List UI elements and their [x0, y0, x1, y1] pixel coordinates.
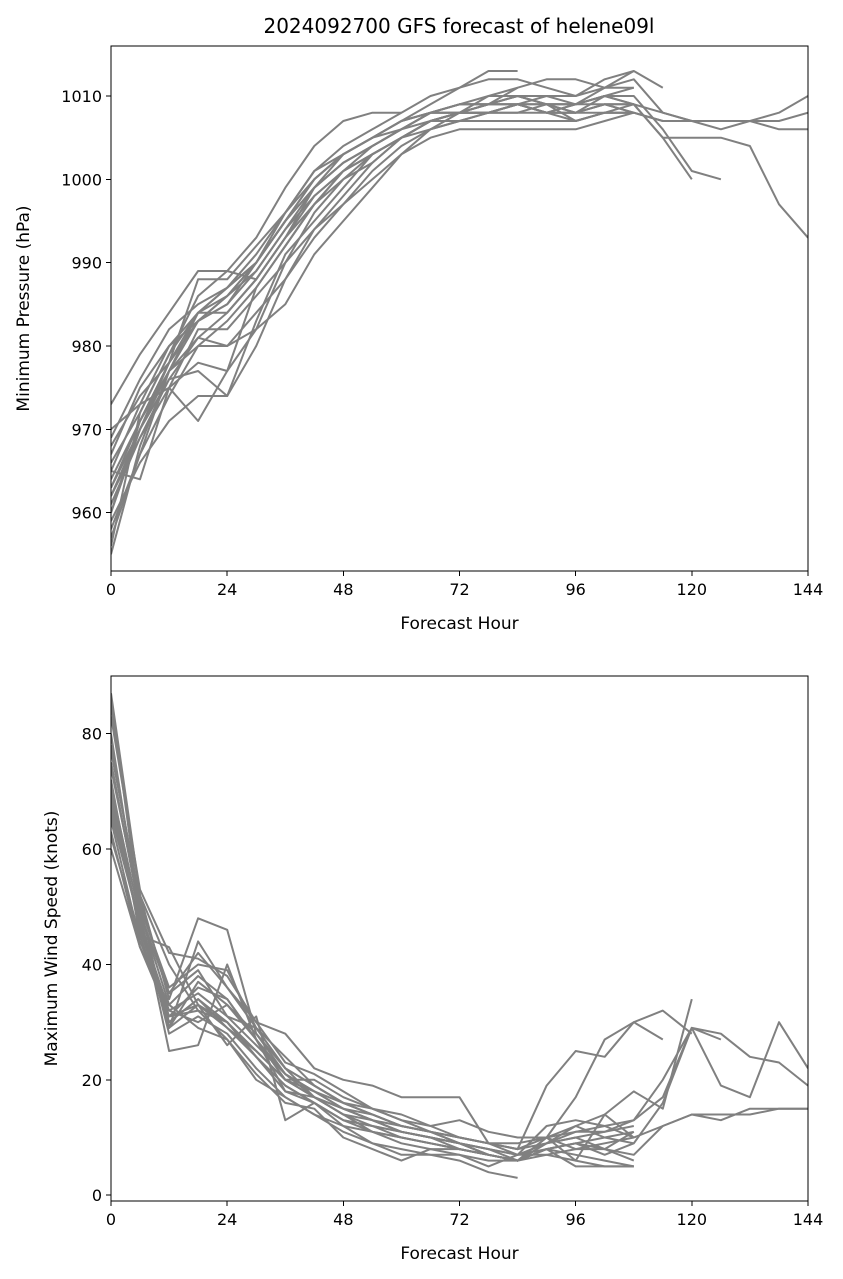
pressure-series-line-17 — [111, 86, 519, 539]
wind-x-tick-label: 72 — [449, 1210, 469, 1229]
wind-series-line-9 — [111, 814, 808, 1162]
pressure-series-line-19 — [111, 111, 634, 497]
wind-x-axis-label: Forecast Hour — [400, 1244, 518, 1264]
wind-x-tick-label: 48 — [333, 1210, 353, 1229]
pressure-x-tick-label: 48 — [333, 580, 353, 599]
wind-series-line-21 — [111, 750, 634, 1156]
pressure-y-tick-label: 970 — [71, 420, 102, 439]
pressure-series-line-20 — [111, 70, 635, 447]
pressure-x-tick-label: 24 — [217, 580, 237, 599]
pressure-y-axis-label: Minimum Pressure (hPa) — [14, 205, 34, 411]
wind-x-tick-label: 120 — [677, 1210, 708, 1229]
wind-y-tick-label: 60 — [82, 840, 102, 859]
pressure-x-tick-label: 0 — [106, 580, 116, 599]
wind-speed-chart: 0 24 48 72 96 120 144 0 20 40 60 80 Forecast Hour Max… — [42, 675, 824, 1264]
wind-x-tick-label: 24 — [217, 1210, 237, 1229]
pressure-y-tick-label: 990 — [71, 254, 102, 273]
wind-y-tick-label: 40 — [82, 955, 102, 974]
pressure-y-tick-label: 1000 — [61, 170, 102, 189]
wind-x-tick-label: 0 — [106, 1210, 116, 1229]
pressure-y-tick-label: 960 — [71, 504, 102, 523]
pressure-series-line-21 — [111, 95, 635, 514]
pressure-x-tick-label: 120 — [677, 580, 708, 599]
pressure-x-axis-label: Forecast Hour — [400, 614, 518, 634]
wind-y-axis-label: Maximum Wind Speed (knots) — [42, 811, 62, 1067]
wind-x-tick-label: 96 — [565, 1210, 585, 1229]
wind-series-line-19 — [111, 785, 634, 1168]
pressure-series-line-18 — [111, 111, 635, 555]
wind-y-tick-label: 0 — [92, 1186, 102, 1205]
chart-title: 2024092700 GFS forecast of helene09l — [263, 14, 654, 38]
wind-y-tick-label: 80 — [82, 725, 102, 744]
pressure-y-tick-label: 1010 — [61, 87, 102, 106]
wind-series-group — [111, 693, 808, 1179]
wind-series-line-18 — [111, 762, 634, 1168]
pressure-y-tick-label: 980 — [71, 337, 102, 356]
pressure-x-tick-label: 144 — [793, 580, 824, 599]
pressure-x-tick-label: 96 — [565, 580, 585, 599]
pressure-chart: 0 24 48 72 96 120 144 960 970 980 990 1000 1010 Forec… — [14, 45, 824, 634]
wind-y-tick-label: 20 — [82, 1071, 102, 1090]
wind-x-tick-label: 144 — [793, 1210, 824, 1229]
pressure-x-tick-label: 72 — [449, 580, 469, 599]
pressure-series-group — [111, 70, 808, 555]
wind-series-line-11 — [111, 796, 664, 1162]
